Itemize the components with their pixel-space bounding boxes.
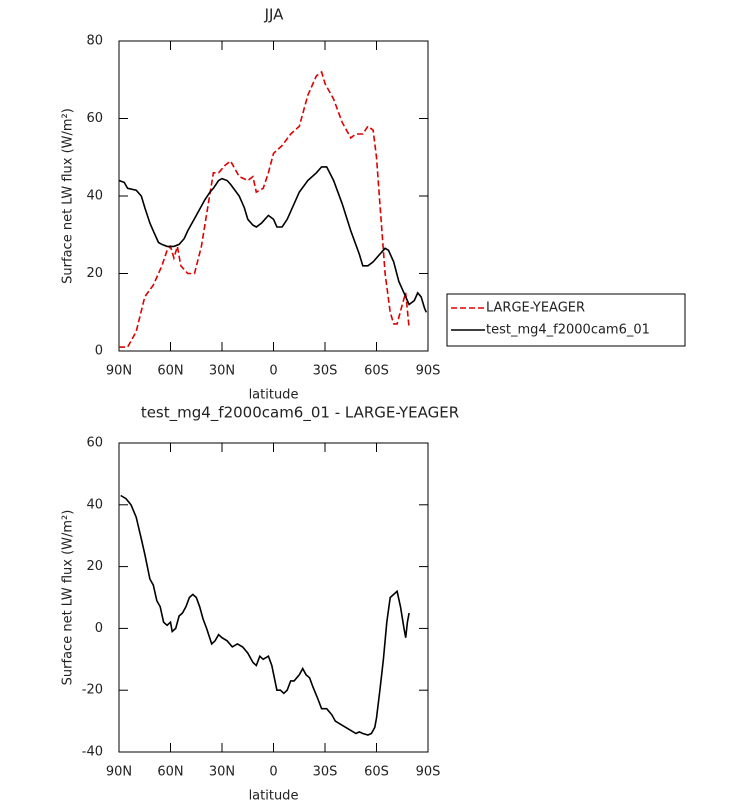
y-tick-label: 0 [95,621,103,636]
y-tick-label: 60 [86,436,103,451]
data-line [119,70,410,348]
x-tick-label: 0 [269,765,277,780]
x-tick-label: 30S [313,364,338,379]
y-tick-label: 40 [86,497,103,512]
x-tick-label: 60S [364,765,389,780]
x-tick-label: 90N [106,364,132,379]
plot-frame [118,442,429,753]
x-tick-label: 0 [269,364,277,379]
x-tick-label: 90S [416,765,441,780]
x-tick-label: 90S [416,364,441,379]
x-tick-label: 60N [157,765,183,780]
y-tick-label: 80 [86,34,103,49]
x-tick-label: 30N [209,364,235,379]
y-tick-label: -40 [82,745,103,760]
data-line [120,494,410,736]
y-tick-label: 20 [86,266,103,281]
x-axis-label: latitude [249,388,299,403]
y-axis-label: Surface net LW flux (W/m²) [61,510,76,686]
legend-label: test_mg4_f2000cam6_01 [486,323,650,338]
x-axis-label: latitude [249,789,299,804]
x-tick-label: 60S [364,364,389,379]
y-tick-label: 0 [95,344,103,359]
y-axis-label: Surface net LW flux (W/m²) [61,108,76,284]
legend-box [446,293,686,347]
data-line [118,166,428,313]
chart-title: test_mg4_f2000cam6_01 - LARGE-YEAGER [141,404,459,423]
y-tick-label: 20 [86,559,103,574]
chart-title: JJA [264,6,285,24]
x-tick-label: 90N [106,765,132,780]
x-tick-label: 60N [157,364,183,379]
x-tick-label: 30S [313,765,338,780]
plot-frame [118,40,429,352]
legend-label: LARGE-YEAGER [486,301,585,316]
y-tick-label: 40 [86,189,103,204]
y-tick-label: 60 [86,111,103,126]
x-tick-label: 30N [209,765,235,780]
y-tick-label: -20 [82,683,103,698]
